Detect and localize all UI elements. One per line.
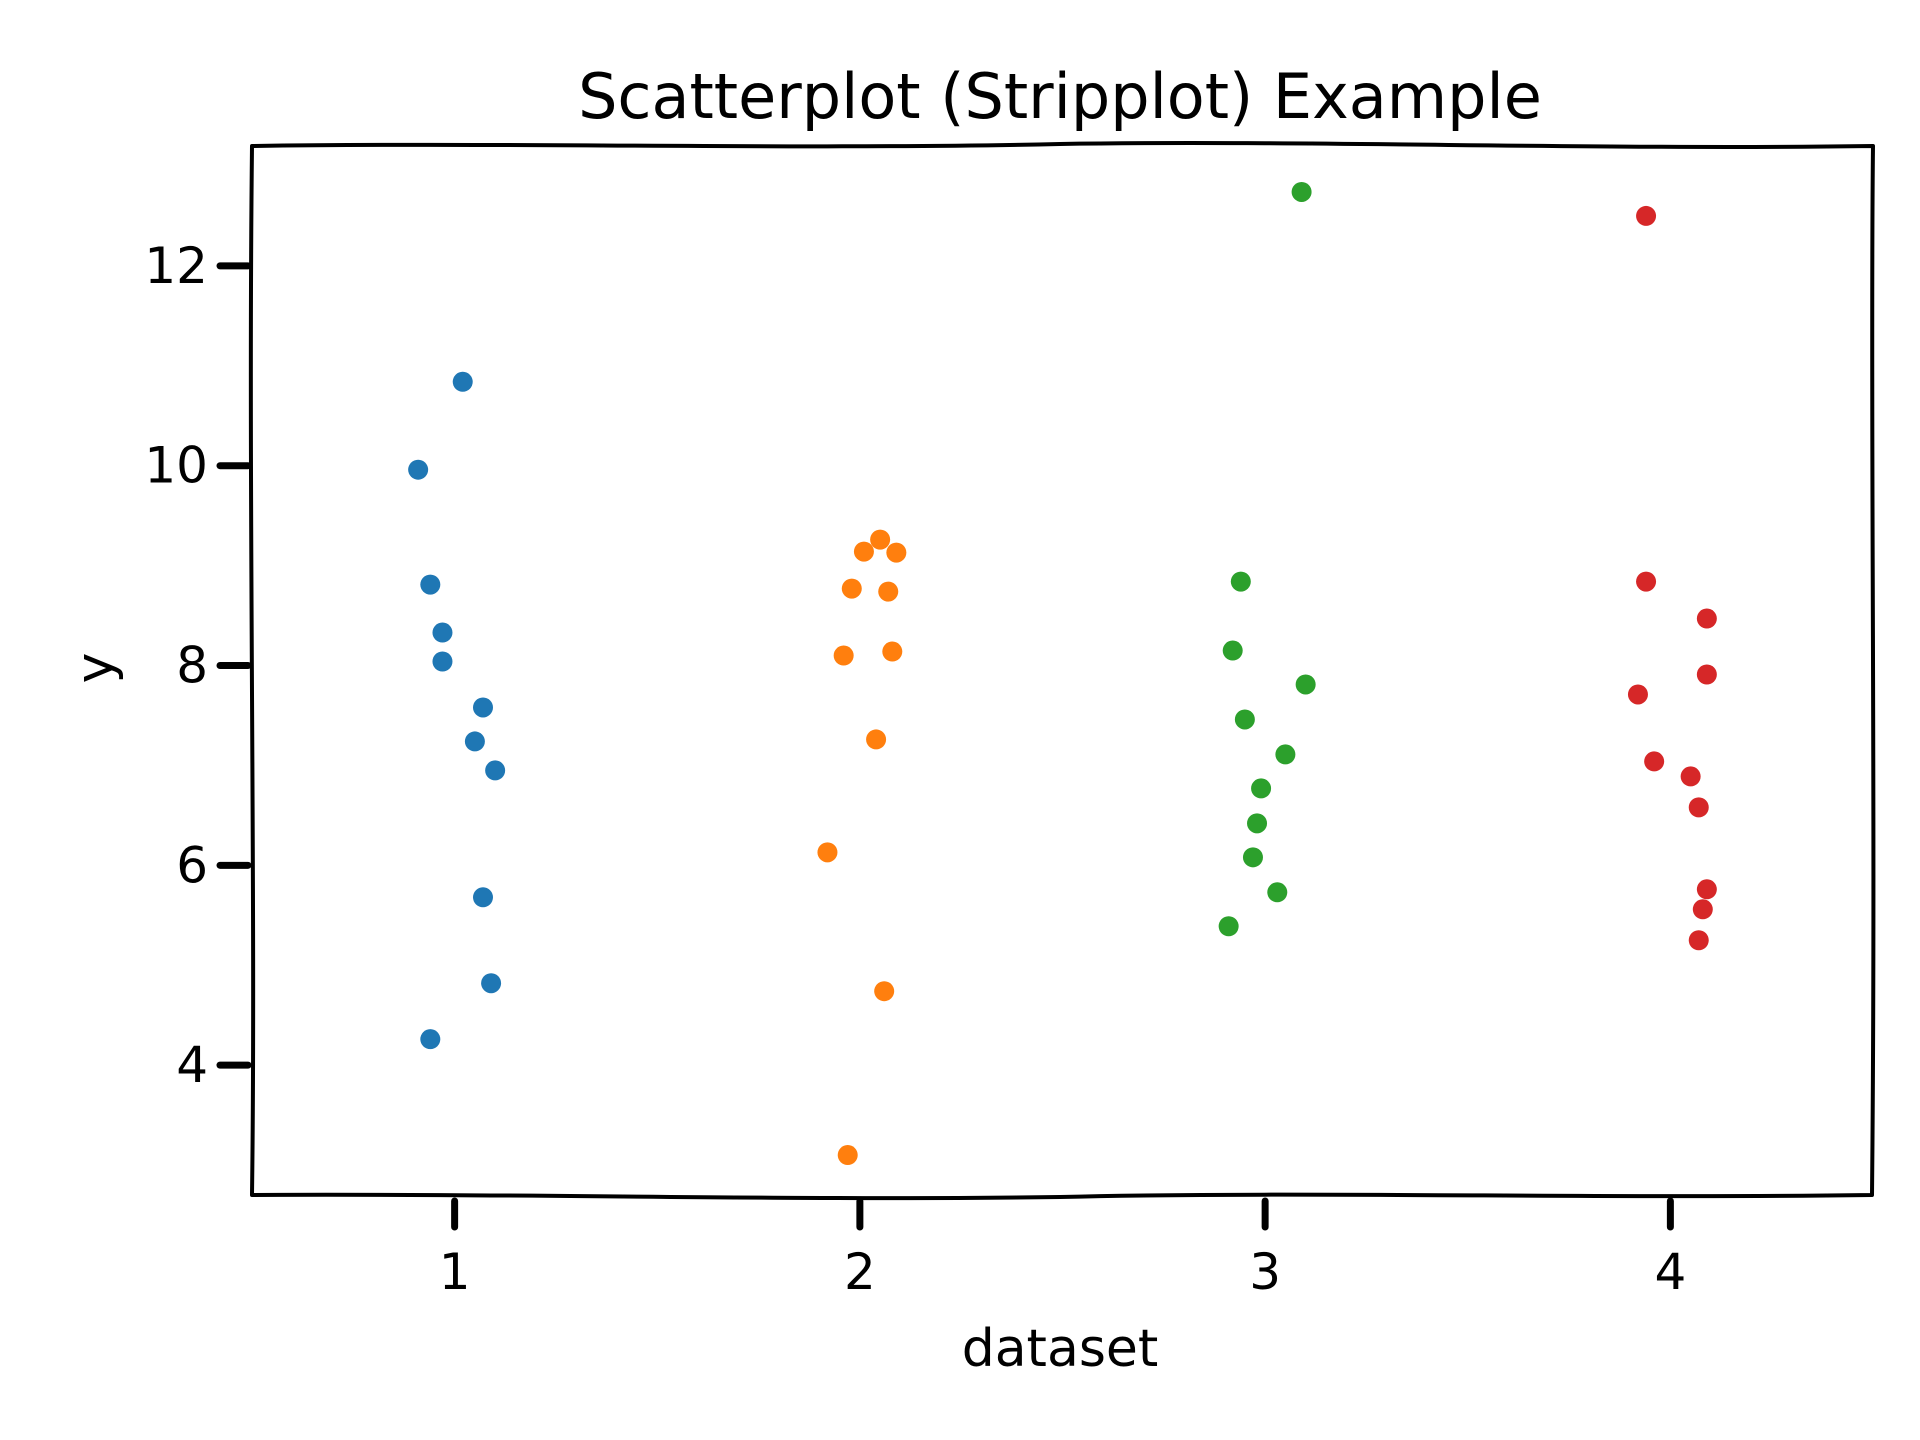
plot-frame (248, 141, 1876, 1201)
series-dataset-2 (817, 529, 907, 1166)
x-axis-label: dataset (962, 1319, 1159, 1379)
data-point (1696, 608, 1717, 629)
data-point (432, 622, 453, 643)
data-point (837, 1145, 858, 1166)
x-axis: 1 2 3 4 (439, 1197, 1686, 1301)
data-point (866, 729, 887, 750)
data-point (1688, 930, 1709, 951)
data-point (1267, 882, 1288, 903)
data-point (472, 697, 493, 718)
data-point (874, 981, 895, 1002)
x-tick-label: 4 (1654, 1243, 1686, 1301)
data-point (1696, 664, 1717, 685)
data-point (853, 541, 874, 562)
series-dataset-4 (1627, 205, 1717, 951)
x-tick-label: 3 (1249, 1243, 1281, 1301)
data-point (1636, 571, 1657, 592)
data-point (841, 578, 862, 599)
data-point (420, 574, 441, 595)
data-point (1680, 766, 1701, 787)
data-point (1627, 684, 1648, 705)
data-point (1696, 879, 1717, 900)
data-point (1247, 813, 1268, 834)
data-point (1275, 744, 1296, 765)
data-point (408, 459, 429, 480)
data-point (882, 641, 903, 662)
data-point (1291, 181, 1312, 202)
data-point (1644, 751, 1665, 772)
y-tick-label: 4 (176, 1036, 208, 1094)
data-point (1234, 709, 1255, 730)
data-point (432, 651, 453, 672)
data-point (1222, 640, 1243, 661)
data-point (870, 529, 891, 550)
x-tick-label: 2 (844, 1243, 876, 1301)
y-axis: 4 6 8 10 12 (144, 237, 252, 1094)
data-point (1636, 205, 1657, 226)
data-point (485, 760, 506, 781)
y-tick-label: 10 (144, 437, 208, 495)
data-points (408, 181, 1717, 1166)
data-point (1230, 571, 1251, 592)
chart-title: Scatterplot (Stripplot) Example (578, 60, 1542, 133)
data-point (817, 842, 838, 863)
data-point (1242, 847, 1263, 868)
y-tick-label: 12 (144, 237, 208, 295)
data-point (886, 542, 907, 563)
data-point (464, 731, 485, 752)
series-dataset-3 (1218, 181, 1316, 937)
y-axis-label: y (65, 653, 125, 684)
series-dataset-1 (408, 371, 506, 1050)
y-tick-label: 6 (176, 836, 208, 894)
data-point (1295, 674, 1316, 695)
data-point (481, 973, 502, 994)
data-point (833, 645, 854, 666)
data-point (1692, 899, 1713, 920)
data-point (472, 887, 493, 908)
y-tick-label: 8 (176, 637, 208, 695)
data-point (452, 371, 473, 392)
data-point (1218, 916, 1239, 937)
data-point (1251, 778, 1272, 799)
data-point (1688, 797, 1709, 818)
x-tick-label: 1 (439, 1243, 471, 1301)
data-point (878, 581, 899, 602)
data-point (420, 1029, 441, 1050)
